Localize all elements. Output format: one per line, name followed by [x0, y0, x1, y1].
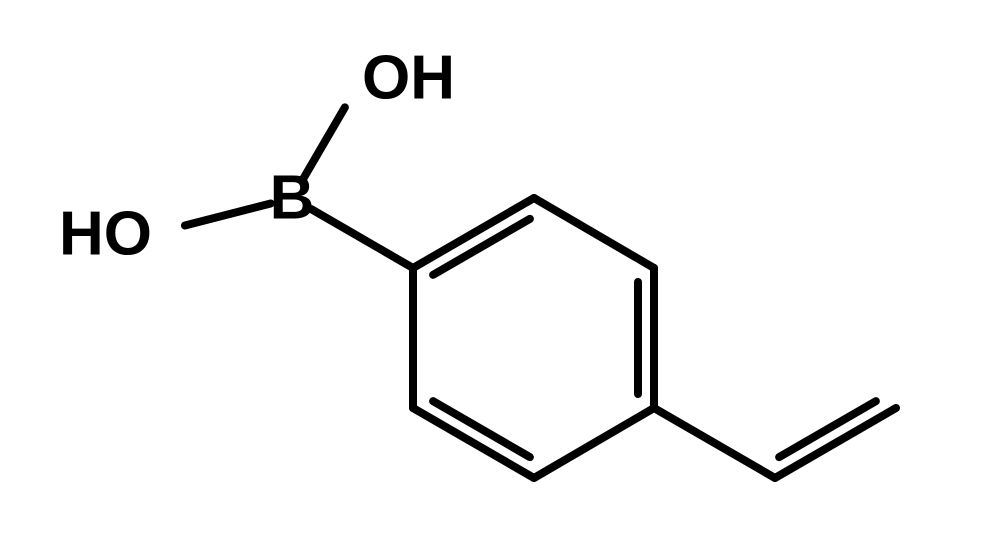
atom-label-O2: HO: [59, 200, 152, 269]
labels-layer: B OH HO: [59, 44, 455, 269]
atom-label-B: B: [270, 164, 315, 233]
chemical-structure-diagram: B OH HO: [0, 0, 981, 552]
atom-label-O1: OH: [362, 44, 455, 113]
